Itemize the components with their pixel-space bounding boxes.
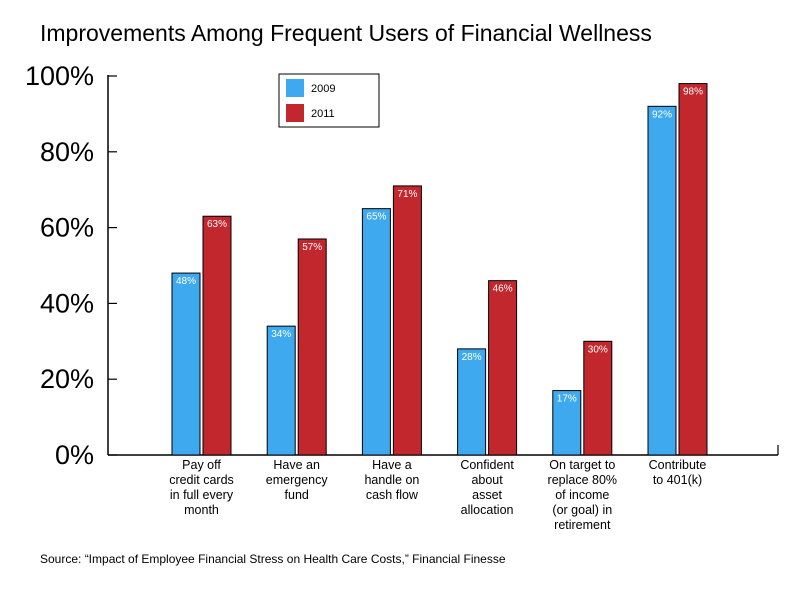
x-tick-label-line: cash flow <box>366 488 419 502</box>
data-label: 46% <box>493 284 513 295</box>
x-tick-label: Contribute to 401(k) <box>649 458 707 487</box>
x-tick-label-line: of income <box>555 488 609 502</box>
legend-swatch-2011 <box>286 104 304 122</box>
bar-2009 <box>457 348 487 456</box>
data-label: 17% <box>557 394 577 405</box>
data-label: 98% <box>683 87 703 98</box>
x-tick-label-line: allocation <box>461 503 514 517</box>
x-tick-label-line: Have an <box>273 458 320 472</box>
x-tick-label-line: fund <box>285 488 309 502</box>
y-tick-label: 80% <box>40 137 94 167</box>
x-tick-label-line: Have a <box>372 458 412 472</box>
data-label: 63% <box>207 219 227 230</box>
bar-group: 48% 63% 34% 57% 65% 71% 28% 46% 17% 30% 92% 98% <box>171 83 708 456</box>
bar-2009 <box>266 325 296 456</box>
data-label: 71% <box>397 189 417 200</box>
chart-axes: 0% 20% 40% 60% 80% 100% <box>25 61 779 470</box>
x-tick-label-line: credit cards <box>169 473 234 487</box>
legend-label: 2011 <box>311 108 335 120</box>
x-tick-label: Pay off credit cards in full every month <box>169 458 234 517</box>
x-tick-label: Confident about asset allocation <box>460 458 514 517</box>
x-tick-label-line: Confident <box>460 458 514 472</box>
x-tick-label-line: to 401(k) <box>653 473 702 487</box>
x-tick-label: Have a handle on cash flow <box>364 458 419 502</box>
bar-2011 <box>297 238 327 456</box>
bar-2011 <box>583 340 613 456</box>
x-tick-label-line: asset <box>472 488 502 502</box>
bar-2011 <box>678 83 708 456</box>
bar-2009 <box>361 208 391 456</box>
bar-2011 <box>202 215 232 456</box>
data-label: 57% <box>302 242 322 253</box>
x-axis-labels: Pay off credit cards in full every month Hav… <box>169 458 706 532</box>
bar-2011 <box>488 280 518 456</box>
y-tick-label: 40% <box>40 288 94 318</box>
data-label: 65% <box>366 212 386 223</box>
x-tick-label: Have an emergency fund <box>266 458 329 502</box>
data-label: 48% <box>176 276 196 287</box>
bar-2011 <box>392 185 422 456</box>
bar-2009 <box>171 272 201 456</box>
x-tick-label-line: handle on <box>364 473 419 487</box>
x-tick-label-line: retirement <box>554 518 611 532</box>
chart-title: Improvements Among Frequent Users of Fin… <box>40 20 652 46</box>
x-tick-label-line: (or goal) in <box>552 503 612 517</box>
legend: 2009 2011 <box>278 73 380 128</box>
x-tick-label-line: month <box>184 503 219 517</box>
bar-2009 <box>552 390 582 456</box>
x-tick-label-line: emergency <box>266 473 329 487</box>
source-note: Source: “Impact of Employee Financial St… <box>40 552 506 566</box>
y-tick-label: 60% <box>40 213 94 243</box>
bar-2009 <box>647 105 677 456</box>
y-tick-label: 100% <box>25 61 94 91</box>
x-tick-label-line: Contribute <box>649 458 707 472</box>
x-tick-label-line: replace 80% <box>548 473 618 487</box>
data-label: 92% <box>652 109 672 120</box>
x-tick-label-line: in full every <box>170 488 234 502</box>
y-tick-label: 0% <box>55 440 94 470</box>
x-tick-label-line: Pay off <box>182 458 221 472</box>
data-label: 28% <box>462 352 482 363</box>
data-label: 30% <box>588 344 608 355</box>
y-tick-label: 20% <box>40 364 94 394</box>
x-tick-label-line: about <box>471 473 503 487</box>
x-tick-label: On target to replace 80% of income (or goal… <box>548 458 618 532</box>
legend-swatch-2009 <box>286 79 304 97</box>
legend-label: 2009 <box>311 83 335 95</box>
data-label: 34% <box>271 329 291 340</box>
x-tick-label-line: On target to <box>549 458 615 472</box>
